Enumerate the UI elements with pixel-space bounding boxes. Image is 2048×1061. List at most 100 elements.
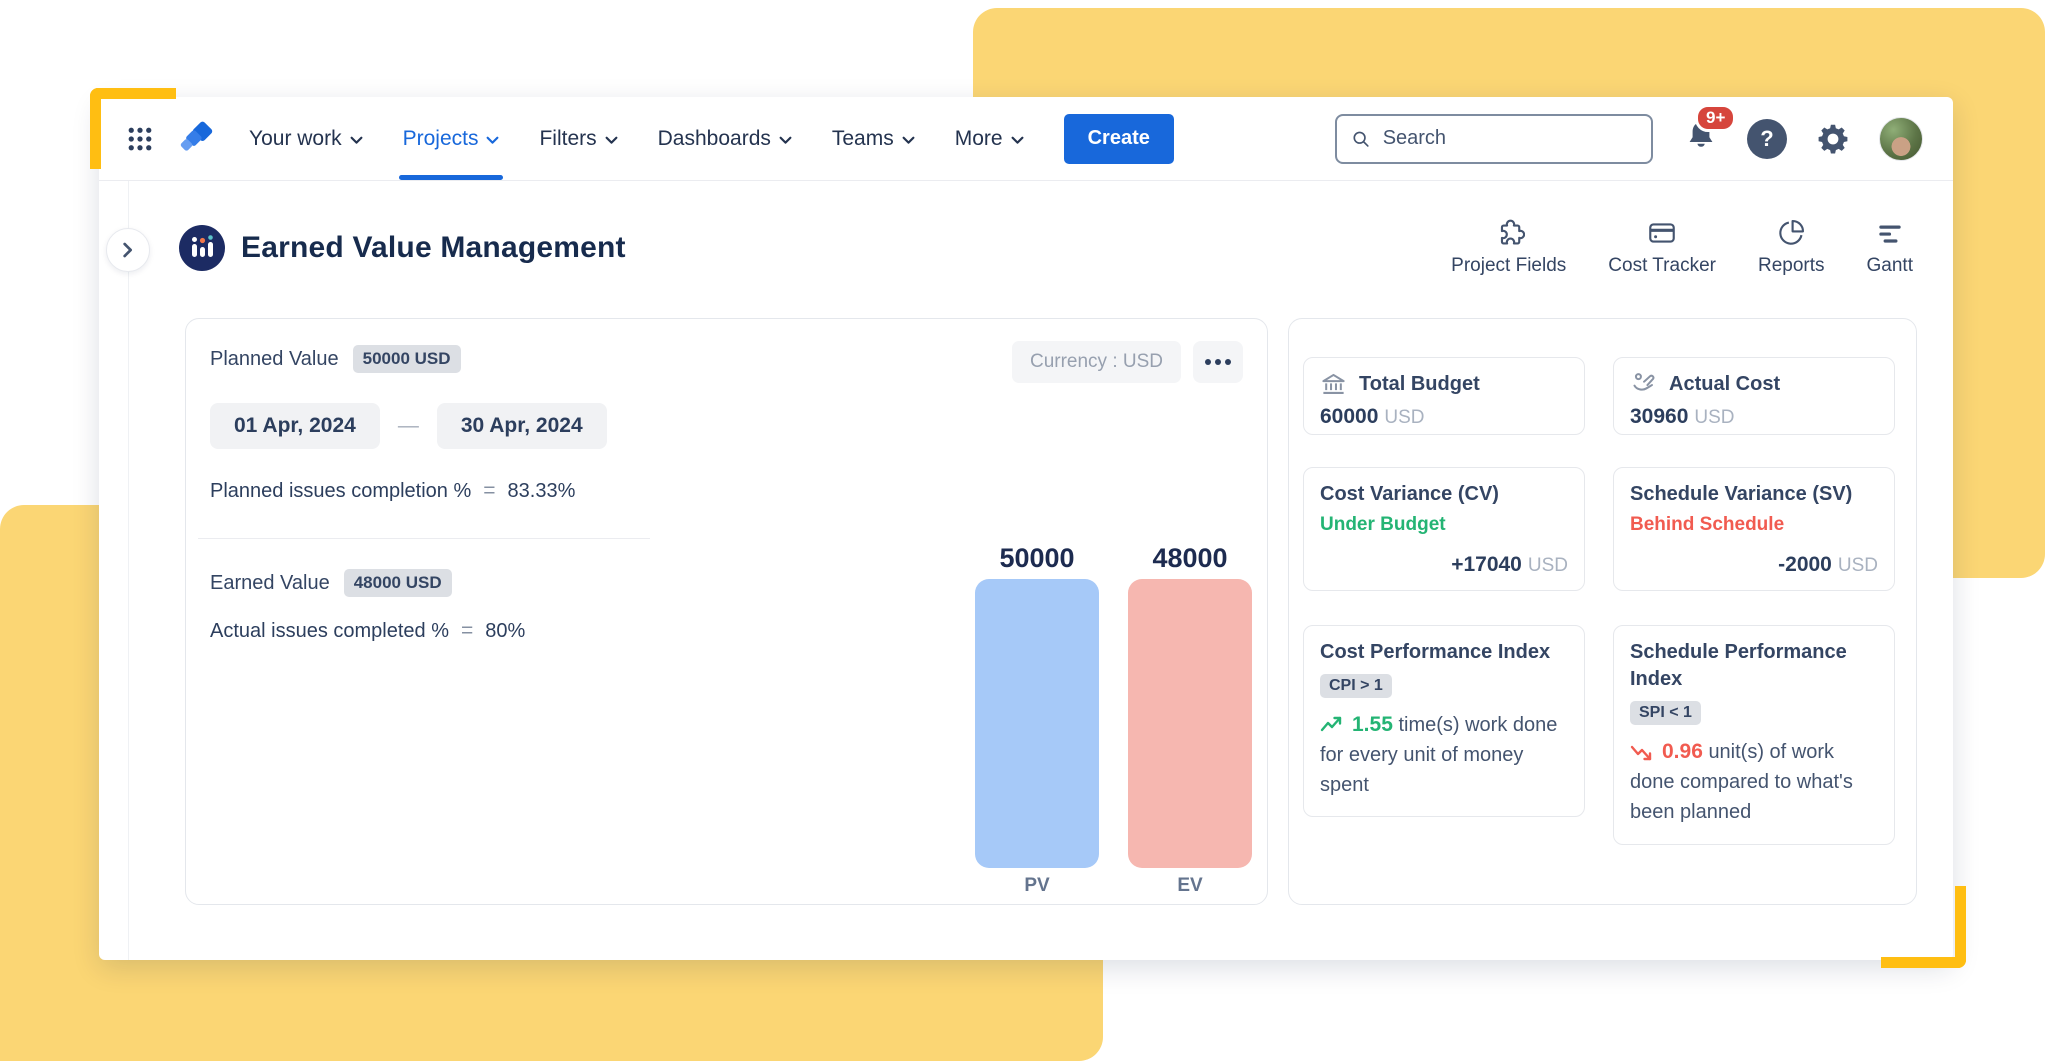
more-options-button[interactable]: [1193, 341, 1243, 383]
total-budget-card: Total Budget 60000 USD: [1303, 357, 1585, 435]
nav-item-projects[interactable]: Projects: [398, 97, 504, 180]
cost-tracker-button[interactable]: Cost Tracker: [1608, 217, 1716, 277]
earned-value-panel: Planned Value 50000 USD Currency : USD 0…: [185, 318, 1268, 905]
equals-sign: =: [483, 479, 496, 502]
chevron-right-icon: [123, 242, 133, 258]
spi-badge: SPI < 1: [1630, 701, 1701, 725]
schedule-variance-status: Behind Schedule: [1630, 514, 1785, 535]
nav-menu: Your work Projects Filters Dashboards Te…: [249, 97, 1024, 180]
gantt-button[interactable]: Gantt: [1867, 217, 1913, 277]
total-budget-label: Total Budget: [1359, 373, 1480, 395]
help-button[interactable]: ?: [1747, 118, 1787, 159]
cpi-description-row: 1.55 time(s) work done for every unit of…: [1320, 710, 1568, 800]
chevron-down-icon: [487, 136, 499, 144]
ev-bar-value: 48000: [1152, 543, 1228, 573]
nav-item-label: Teams: [831, 126, 894, 150]
chevron-down-icon: [350, 136, 363, 144]
date-range-row: 01 Apr, 2024 — 30 Apr, 2024: [210, 403, 607, 449]
actual-cost-value: 30960: [1630, 405, 1689, 428]
action-label: Cost Tracker: [1608, 255, 1716, 276]
search-input[interactable]: [1380, 126, 1637, 151]
currency-pill[interactable]: Currency : USD: [1011, 341, 1181, 383]
earned-value-badge: 48000 USD: [343, 569, 452, 597]
nav-item-teams[interactable]: Teams: [832, 97, 915, 180]
trend-up-icon: [1320, 716, 1342, 732]
spi-value: 0.96: [1662, 740, 1703, 763]
section-divider: [198, 538, 650, 539]
ev-bar: [1128, 579, 1252, 868]
nav-item-label: Dashboards: [657, 126, 771, 150]
nav-item-more[interactable]: More: [955, 97, 1024, 180]
actual-cost-card: Actual Cost 30960 USD: [1613, 357, 1895, 435]
sidebar-expand-button[interactable]: [106, 228, 150, 272]
actual-completion-row: Actual issues completed % = 80%: [210, 619, 525, 643]
ev-bar-label: EV: [1177, 875, 1203, 896]
reports-button[interactable]: Reports: [1758, 217, 1825, 277]
cost-variance-currency: USD: [1527, 555, 1568, 576]
action-label: Reports: [1757, 255, 1825, 276]
sidebar-rail: [128, 181, 129, 960]
actual-completion-label: Actual issues completed %: [210, 619, 450, 642]
nav-item-filters[interactable]: Filters: [539, 97, 618, 180]
cost-variance-label: Cost Variance (CV): [1320, 483, 1499, 505]
pv-bar: [975, 579, 1099, 868]
date-to-picker[interactable]: 30 Apr, 2024: [436, 403, 607, 449]
cpi-value: 1.55: [1352, 713, 1393, 736]
project-fields-button[interactable]: Project Fields: [1451, 217, 1566, 277]
settings-button[interactable]: [1815, 121, 1851, 157]
page-title: Earned Value Management: [241, 231, 626, 264]
app-window: Your work Projects Filters Dashboards Te…: [99, 97, 1953, 960]
chevron-down-icon: [605, 136, 618, 144]
planned-completion-row: Planned issues completion % = 83.33%: [210, 479, 575, 503]
schedule-variance-card: Schedule Variance (SV) Behind Schedule -…: [1613, 467, 1895, 591]
action-label: Project Fields: [1451, 255, 1567, 276]
cpi-label: Cost Performance Index: [1320, 641, 1551, 663]
date-separator: —: [397, 414, 419, 437]
pie-chart-icon: [1779, 219, 1805, 245]
jira-logo-icon[interactable]: [177, 120, 215, 158]
actual-completion-value: 80%: [485, 619, 526, 642]
nav-item-label: More: [954, 126, 1003, 150]
planned-completion-label: Planned issues completion %: [210, 479, 472, 502]
gear-icon: [1818, 124, 1848, 154]
gantt-icon: [1879, 225, 1901, 243]
chevron-down-icon: [779, 136, 792, 144]
planned-value-label: Planned Value: [210, 347, 339, 370]
schedule-variance-label: Schedule Variance (SV): [1630, 483, 1853, 505]
global-search[interactable]: [1335, 113, 1653, 164]
chevron-down-icon: [1011, 136, 1024, 144]
decorative-corner-bracket-bottom-right: [1881, 886, 1966, 968]
cpi-card: Cost Performance Index CPI > 1 1.55 time…: [1303, 625, 1585, 817]
cpi-description: time(s) work done for every unit of mone…: [1320, 714, 1558, 796]
actual-cost-currency: USD: [1694, 407, 1735, 428]
app-switcher-icon[interactable]: [125, 124, 155, 154]
question-mark-icon: ?: [1760, 125, 1774, 151]
spi-description-row: 0.96 unit(s) of work done compared to wh…: [1630, 737, 1878, 827]
planned-completion-value: 83.33%: [507, 479, 576, 502]
cost-variance-status: Under Budget: [1320, 514, 1446, 535]
create-button[interactable]: Create: [1063, 113, 1174, 164]
bank-icon: [1322, 373, 1345, 394]
total-budget-currency: USD: [1384, 407, 1425, 428]
equals-sign: =: [461, 619, 474, 642]
decorative-corner-bracket-top-left: [90, 88, 176, 169]
notifications-button[interactable]: 9+: [1683, 104, 1737, 159]
planned-value-row: Planned Value 50000 USD: [210, 345, 461, 373]
schedule-variance-currency: USD: [1837, 555, 1878, 576]
search-icon: [1353, 131, 1369, 147]
total-budget-value: 60000: [1320, 405, 1379, 428]
earned-value-label: Earned Value: [210, 571, 330, 594]
user-avatar[interactable]: [1879, 116, 1923, 161]
credit-card-icon: [1649, 223, 1675, 243]
nav-item-label: Your work: [249, 126, 342, 150]
nav-item-your-work[interactable]: Your work: [249, 97, 363, 180]
project-avatar-icon: [179, 225, 225, 271]
schedule-variance-value: -2000: [1778, 553, 1832, 576]
action-label: Gantt: [1866, 255, 1913, 276]
nav-item-dashboards[interactable]: Dashboards: [658, 97, 792, 180]
chevron-down-icon: [902, 136, 915, 144]
date-from-picker[interactable]: 01 Apr, 2024: [210, 403, 380, 449]
nav-item-label: Filters: [539, 126, 597, 150]
top-navigation-bar: Your work Projects Filters Dashboards Te…: [99, 97, 1953, 181]
